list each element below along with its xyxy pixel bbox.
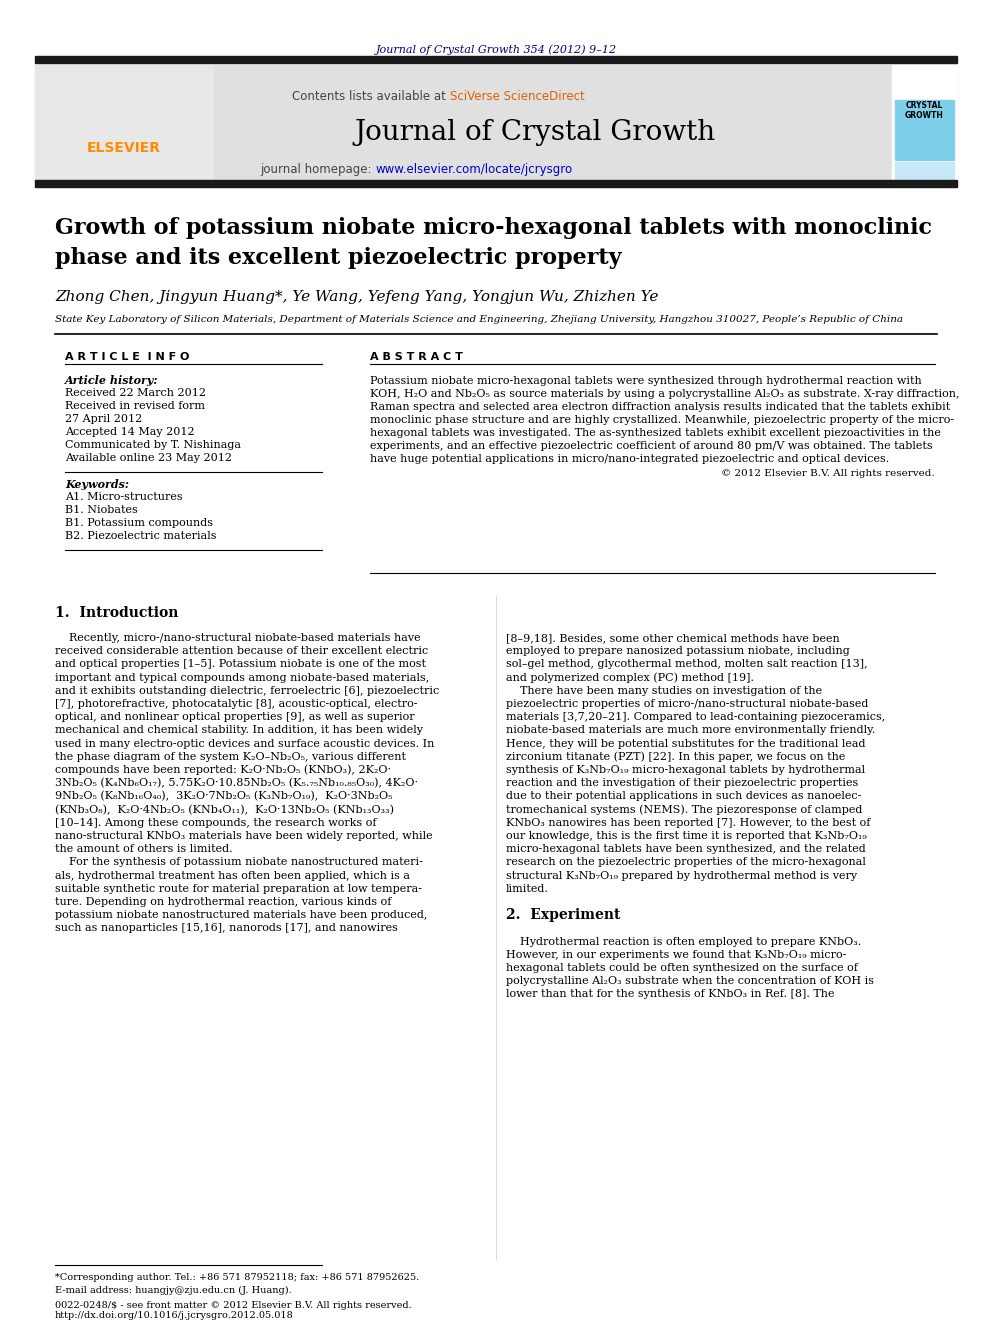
Text: and optical properties [1–5]. Potassium niobate is one of the most: and optical properties [1–5]. Potassium … <box>55 659 426 669</box>
Text: due to their potential applications in such devices as nanoelec-: due to their potential applications in s… <box>506 791 861 802</box>
Text: Communicated by T. Nishinaga: Communicated by T. Nishinaga <box>65 441 241 450</box>
Text: polycrystalline Al₂O₃ substrate when the concentration of KOH is: polycrystalline Al₂O₃ substrate when the… <box>506 976 874 986</box>
Text: tromechanical systems (NEMS). The piezoresponse of clamped: tromechanical systems (NEMS). The piezor… <box>506 804 862 815</box>
Text: Recently, micro-/nano-structural niobate-based materials have: Recently, micro-/nano-structural niobate… <box>55 632 421 643</box>
Text: B1. Niobates: B1. Niobates <box>65 505 138 515</box>
Text: Raman spectra and selected area electron diffraction analysis results indicated : Raman spectra and selected area electron… <box>370 402 950 411</box>
Text: piezoelectric properties of micro-/nano-structural niobate-based: piezoelectric properties of micro-/nano-… <box>506 699 868 709</box>
Text: the amount of others is limited.: the amount of others is limited. <box>55 844 233 855</box>
Text: Keywords:: Keywords: <box>65 479 129 490</box>
Text: have huge potential applications in micro/nano-integrated piezoelectric and opti: have huge potential applications in micr… <box>370 454 889 464</box>
Text: Received in revised form: Received in revised form <box>65 401 205 411</box>
Text: [10–14]. Among these compounds, the research works of: [10–14]. Among these compounds, the rese… <box>55 818 377 828</box>
Bar <box>895 161 954 185</box>
Text: used in many electro-optic devices and surface acoustic devices. In: used in many electro-optic devices and s… <box>55 738 434 749</box>
Bar <box>892 65 957 185</box>
Text: zirconium titanate (PZT) [22]. In this paper, we focus on the: zirconium titanate (PZT) [22]. In this p… <box>506 751 845 762</box>
Text: reaction and the investigation of their piezoelectric properties: reaction and the investigation of their … <box>506 778 858 789</box>
Text: 1.  Introduction: 1. Introduction <box>55 606 179 620</box>
Text: Received 22 March 2012: Received 22 March 2012 <box>65 388 206 398</box>
Text: such as nanoparticles [15,16], nanorods [17], and nanowires: such as nanoparticles [15,16], nanorods … <box>55 923 398 934</box>
Text: the phase diagram of the system K₂O–Nb₂O₅, various different: the phase diagram of the system K₂O–Nb₂O… <box>55 751 406 762</box>
Text: A1. Micro-structures: A1. Micro-structures <box>65 492 183 501</box>
Text: research on the piezoelectric properties of the micro-hexagonal: research on the piezoelectric properties… <box>506 857 866 868</box>
Text: important and typical compounds among niobate-based materials,: important and typical compounds among ni… <box>55 672 430 683</box>
Text: received considerable attention because of their excellent electric: received considerable attention because … <box>55 646 429 656</box>
Text: 9Nb₂O₅ (K₈Nb₁₆O₄₀),  3K₂O·7Nb₂O₅ (K₃Nb₇O₁₉),  K₂O·3Nb₂O₅: 9Nb₂O₅ (K₈Nb₁₆O₄₀), 3K₂O·7Nb₂O₅ (K₃Nb₇O₁… <box>55 791 393 802</box>
Text: [7], photorefractive, photocatalytic [8], acoustic-optical, electro-: [7], photorefractive, photocatalytic [8]… <box>55 699 418 709</box>
Text: SciVerse ScienceDirect: SciVerse ScienceDirect <box>450 90 584 102</box>
Text: hexagonal tablets could be often synthesized on the surface of: hexagonal tablets could be often synthes… <box>506 963 858 972</box>
Text: micro-hexagonal tablets have been synthesized, and the related: micro-hexagonal tablets have been synthe… <box>506 844 866 855</box>
Bar <box>35 180 957 187</box>
Text: experiments, and an effective piezoelectric coefficient of around 80 pm/V was ob: experiments, and an effective piezoelect… <box>370 441 932 451</box>
Text: 2.  Experiment: 2. Experiment <box>506 908 620 922</box>
Text: KNbO₃ nanowires has been reported [7]. However, to the best of: KNbO₃ nanowires has been reported [7]. H… <box>506 818 870 828</box>
Text: compounds have been reported: K₂O·Nb₂O₅ (KNbO₃), 2K₂O·: compounds have been reported: K₂O·Nb₂O₅ … <box>55 765 391 775</box>
Text: Hence, they will be potential substitutes for the traditional lead: Hence, they will be potential substitute… <box>506 738 865 749</box>
Text: State Key Laboratory of Silicon Materials, Department of Materials Science and E: State Key Laboratory of Silicon Material… <box>55 315 903 324</box>
Text: sol–gel method, glycothermal method, molten salt reaction [13],: sol–gel method, glycothermal method, mol… <box>506 659 868 669</box>
Text: ture. Depending on hydrothermal reaction, various kinds of: ture. Depending on hydrothermal reaction… <box>55 897 392 908</box>
Text: limited.: limited. <box>506 884 549 894</box>
Text: (KNb₃O₈),  K₂O·4Nb₂O₅ (KNb₄O₁₁),  K₂O·13Nb₂O₅ (KNb₁₃O₃₃): (KNb₃O₈), K₂O·4Nb₂O₅ (KNb₄O₁₁), K₂O·13Nb… <box>55 804 394 815</box>
Text: potassium niobate nanostructured materials have been produced,: potassium niobate nanostructured materia… <box>55 910 428 921</box>
Text: synthesis of K₃Nb₇O₁₉ micro-hexagonal tablets by hydrothermal: synthesis of K₃Nb₇O₁₉ micro-hexagonal ta… <box>506 765 865 775</box>
Text: ELSEVIER: ELSEVIER <box>87 142 161 155</box>
Text: Journal of Crystal Growth 354 (2012) 9–12: Journal of Crystal Growth 354 (2012) 9–1… <box>375 45 617 56</box>
Text: optical, and nonlinear optical properties [9], as well as superior: optical, and nonlinear optical propertie… <box>55 712 415 722</box>
Bar <box>35 65 213 185</box>
Text: Zhong Chen, Jingyun Huang*, Ye Wang, Yefeng Yang, Yongjun Wu, Zhizhen Ye: Zhong Chen, Jingyun Huang*, Ye Wang, Yef… <box>55 290 659 304</box>
Text: Potassium niobate micro-hexagonal tablets were synthesized through hydrothermal : Potassium niobate micro-hexagonal tablet… <box>370 376 922 386</box>
Text: als, hydrothermal treatment has often been applied, which is a: als, hydrothermal treatment has often be… <box>55 871 410 881</box>
Text: http://dx.doi.org/10.1016/j.jcrysgro.2012.05.018: http://dx.doi.org/10.1016/j.jcrysgro.201… <box>55 1311 294 1320</box>
Text: niobate-based materials are much more environmentally friendly.: niobate-based materials are much more en… <box>506 725 875 736</box>
Text: © 2012 Elsevier B.V. All rights reserved.: © 2012 Elsevier B.V. All rights reserved… <box>721 470 935 479</box>
Text: Growth of potassium niobate micro-hexagonal tablets with monoclinic: Growth of potassium niobate micro-hexago… <box>55 217 932 239</box>
Text: Hydrothermal reaction is often employed to prepare KNbO₃.: Hydrothermal reaction is often employed … <box>506 937 861 946</box>
Bar <box>35 65 957 185</box>
Text: *Corresponding author. Tel.: +86 571 87952118; fax: +86 571 87952625.: *Corresponding author. Tel.: +86 571 879… <box>55 1273 420 1282</box>
Text: Journal of Crystal Growth: Journal of Crystal Growth <box>354 119 715 147</box>
Text: There have been many studies on investigation of the: There have been many studies on investig… <box>506 685 822 696</box>
Text: KOH, H₂O and Nb₂O₅ as source materials by using a polycrystalline Al₂O₃ as subst: KOH, H₂O and Nb₂O₅ as source materials b… <box>370 389 959 400</box>
Text: www.elsevier.com/locate/jcrysgro: www.elsevier.com/locate/jcrysgro <box>375 163 572 176</box>
Text: Available online 23 May 2012: Available online 23 May 2012 <box>65 452 232 463</box>
Text: our knowledge, this is the first time it is reported that K₃Nb₇O₁₉: our knowledge, this is the first time it… <box>506 831 867 841</box>
Text: hexagonal tablets was investigated. The as-synthesized tablets exhibit excellent: hexagonal tablets was investigated. The … <box>370 429 940 438</box>
Text: For the synthesis of potassium niobate nanostructured materi-: For the synthesis of potassium niobate n… <box>55 857 423 868</box>
Text: structural K₃Nb₇O₁₉ prepared by hydrothermal method is very: structural K₃Nb₇O₁₉ prepared by hydrothe… <box>506 871 857 881</box>
Text: lower than that for the synthesis of KNbO₃ in Ref. [8]. The: lower than that for the synthesis of KNb… <box>506 990 834 999</box>
Text: However, in our experiments we found that K₃Nb₇O₁₉ micro-: However, in our experiments we found tha… <box>506 950 846 959</box>
Text: and it exhibits outstanding dielectric, ferroelectric [6], piezoelectric: and it exhibits outstanding dielectric, … <box>55 685 439 696</box>
Text: 27 April 2012: 27 April 2012 <box>65 414 142 423</box>
Text: Accepted 14 May 2012: Accepted 14 May 2012 <box>65 427 194 437</box>
Text: mechanical and chemical stability. In addition, it has been widely: mechanical and chemical stability. In ad… <box>55 725 423 736</box>
Text: A B S T R A C T: A B S T R A C T <box>370 352 463 363</box>
Text: GROWTH: GROWTH <box>905 111 943 119</box>
Text: B1. Potassium compounds: B1. Potassium compounds <box>65 519 213 528</box>
Text: 3Nb₂O₅ (K₄Nb₆O₁₇), 5.75K₂O·10.85Nb₂O₅ (K₅.₇₅Nb₁₀.₈₅O₃₀), 4K₂O·: 3Nb₂O₅ (K₄Nb₆O₁₇), 5.75K₂O·10.85Nb₂O₅ (K… <box>55 778 418 789</box>
Text: suitable synthetic route for material preparation at low tempera-: suitable synthetic route for material pr… <box>55 884 422 894</box>
Text: monoclinic phase structure and are highly crystallized. Meanwhile, piezoelectric: monoclinic phase structure and are highl… <box>370 415 954 425</box>
Bar <box>35 56 957 64</box>
Text: [8–9,18]. Besides, some other chemical methods have been: [8–9,18]. Besides, some other chemical m… <box>506 632 840 643</box>
Text: phase and its excellent piezoelectric property: phase and its excellent piezoelectric pr… <box>55 247 622 269</box>
Text: and polymerized complex (PC) method [19].: and polymerized complex (PC) method [19]… <box>506 672 754 683</box>
Text: materials [3,7,20–21]. Compared to lead-containing piezoceramics,: materials [3,7,20–21]. Compared to lead-… <box>506 712 885 722</box>
Text: E-mail address: huangjy@zju.edu.cn (J. Huang).: E-mail address: huangjy@zju.edu.cn (J. H… <box>55 1286 292 1295</box>
Text: A R T I C L E  I N F O: A R T I C L E I N F O <box>65 352 189 363</box>
Text: B2. Piezoelectric materials: B2. Piezoelectric materials <box>65 531 216 541</box>
Text: nano-structural KNbO₃ materials have been widely reported, while: nano-structural KNbO₃ materials have bee… <box>55 831 433 841</box>
Text: Contents lists available at: Contents lists available at <box>293 90 450 102</box>
Text: journal homepage:: journal homepage: <box>260 163 375 176</box>
Bar <box>895 101 954 160</box>
Text: 0022-0248/$ - see front matter © 2012 Elsevier B.V. All rights reserved.: 0022-0248/$ - see front matter © 2012 El… <box>55 1301 412 1310</box>
Text: employed to prepare nanosized potassium niobate, including: employed to prepare nanosized potassium … <box>506 646 850 656</box>
Text: Article history:: Article history: <box>65 374 159 385</box>
Text: CRYSTAL: CRYSTAL <box>906 101 942 110</box>
